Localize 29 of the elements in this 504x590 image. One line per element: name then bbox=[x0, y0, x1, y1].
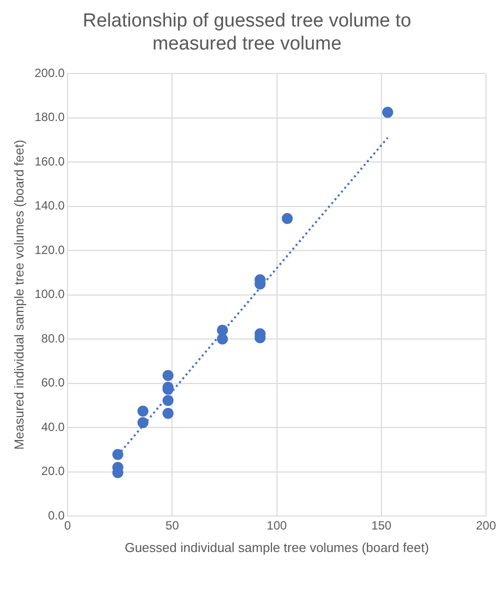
y-tick-label: 200.0 bbox=[34, 66, 65, 80]
y-tick-label: 40.0 bbox=[41, 420, 65, 434]
point bbox=[282, 212, 293, 224]
point bbox=[162, 395, 174, 406]
y-tick-label: 120.0 bbox=[34, 242, 65, 257]
y-tick-label: 160.0 bbox=[34, 154, 65, 168]
x-tick-label: 200 bbox=[476, 518, 496, 533]
y-tick-label: 140.0 bbox=[34, 198, 65, 213]
y-axis-title: Measured individual sample tree volumes (board feet) bbox=[11, 140, 26, 450]
point bbox=[162, 370, 174, 382]
x-tick-label: 50 bbox=[166, 518, 180, 533]
point bbox=[162, 408, 174, 419]
y-tick-label: 80.0 bbox=[41, 331, 65, 346]
y-tick-label: 20.0 bbox=[41, 464, 65, 478]
point bbox=[112, 449, 124, 460]
y-tick-label: 100.0 bbox=[34, 287, 65, 302]
y-tick-label: 60.0 bbox=[41, 376, 65, 390]
y-tick-label: 0.0 bbox=[48, 508, 65, 522]
point bbox=[382, 106, 394, 118]
point bbox=[216, 334, 228, 345]
point bbox=[216, 324, 228, 336]
chart-title: Relationship of guessed tree volume to measured tree volume bbox=[82, 10, 412, 54]
point bbox=[137, 417, 148, 428]
x-axis-title: Guessed individual sample tree volumes (board feet) bbox=[124, 540, 429, 555]
point bbox=[137, 406, 148, 417]
x-tick-label: 150 bbox=[371, 518, 392, 533]
x-tick-label: 100 bbox=[266, 518, 288, 533]
x-tick-label: 0 bbox=[64, 518, 72, 533]
y-tick-label: 180.0 bbox=[34, 110, 65, 124]
